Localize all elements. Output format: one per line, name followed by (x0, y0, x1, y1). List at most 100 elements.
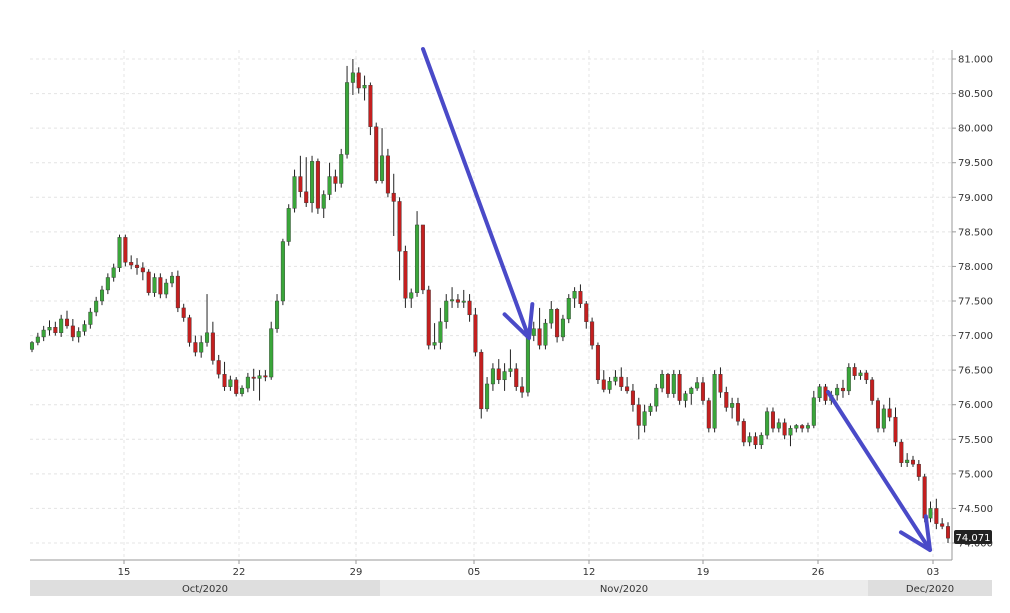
candle-body (111, 267, 116, 278)
candle-body (776, 422, 781, 429)
y-tick-label: 77.500 (958, 297, 993, 308)
candle-body (240, 387, 245, 394)
candle-body (275, 300, 280, 329)
candle-body (858, 372, 863, 376)
candle-body (193, 342, 198, 353)
candle-body (578, 291, 583, 304)
candle-body (590, 321, 595, 346)
last-price-label: 74.071 (956, 533, 991, 544)
candle-body (129, 262, 134, 266)
candle-body (397, 201, 402, 252)
trend-arrow-shaft (826, 390, 932, 552)
x-tick-label: 26 (812, 567, 825, 578)
candle-body (560, 318, 565, 338)
candle-body (362, 85, 367, 89)
candle-body (455, 299, 460, 303)
candle-body (245, 376, 250, 389)
x-axis-ticks: 15 22 29 05 12 19 26 03 (118, 560, 940, 578)
x-tick-label: 03 (927, 567, 940, 578)
y-tick-label: 80.500 (958, 89, 993, 100)
candle-body (910, 459, 916, 465)
month-bar: Oct/2020 Nov/2020 Dec/2020 (30, 580, 992, 596)
candle-body (321, 194, 326, 209)
candle-body (852, 367, 857, 376)
candle-body (444, 300, 449, 322)
candle-body (105, 277, 110, 291)
candle-body (391, 192, 396, 202)
candle-body (747, 436, 752, 443)
candle-body (339, 154, 344, 184)
candle-body (158, 277, 163, 295)
candle-body (887, 408, 892, 418)
candle-body (222, 374, 227, 387)
candle-body (677, 374, 682, 401)
candle-body (152, 277, 157, 293)
candle-body (630, 390, 635, 405)
candle-body (735, 403, 740, 422)
candle-body (619, 376, 624, 387)
candle-body (642, 411, 647, 426)
candle-body (555, 309, 560, 338)
y-tick-label: 80.000 (958, 124, 993, 135)
candle-body (706, 400, 711, 429)
y-tick-label: 75.000 (958, 469, 993, 480)
candle-body (181, 307, 186, 318)
candle-body (712, 374, 717, 429)
y-tick-label: 78.500 (958, 227, 993, 238)
candle-body (210, 332, 215, 361)
candle-body (385, 155, 390, 194)
candle-body (905, 459, 910, 463)
candle-body (280, 241, 285, 302)
candle-body (870, 379, 875, 401)
candle-body (228, 379, 233, 387)
candle-body (356, 72, 361, 89)
candle-body (625, 386, 630, 392)
candle-body (753, 436, 758, 446)
month-segment (30, 580, 380, 596)
candle-body (601, 379, 606, 390)
candle-body (175, 275, 180, 309)
candle-body (566, 298, 571, 320)
candle-body (811, 397, 816, 426)
candle-body (537, 328, 542, 346)
candle-body (29, 342, 35, 350)
candle-body (846, 367, 851, 392)
candle-body (164, 282, 169, 295)
candle-body (64, 318, 70, 327)
candle-body (47, 327, 52, 331)
candle-body (117, 237, 122, 269)
y-tick-label: 77.000 (958, 331, 993, 342)
candle-body (724, 392, 729, 408)
candle-body (70, 325, 75, 338)
candle-body (374, 126, 379, 181)
x-tick-label: 15 (118, 567, 131, 578)
candle-body (432, 342, 437, 346)
candle-body (759, 434, 764, 446)
candle-body (409, 292, 414, 299)
candle-body (420, 224, 425, 291)
trend-arrow-head (898, 514, 932, 552)
candle-body (403, 251, 408, 299)
candle-body (700, 382, 705, 401)
candle-body (549, 309, 554, 324)
y-axis-ticks: 81.000 80.500 80.000 79.500 79.000 78.500 78.0… (952, 55, 993, 550)
candle-body (502, 371, 507, 381)
candle-body (607, 381, 612, 390)
candle-body (123, 237, 128, 263)
y-tick-label: 79.500 (958, 158, 993, 169)
candle-body (543, 322, 548, 346)
candle-body (216, 360, 221, 375)
x-tick-label: 19 (697, 567, 710, 578)
candle-body (438, 321, 443, 343)
candle-body (730, 403, 735, 408)
candle-body (490, 368, 495, 385)
candle-body (146, 271, 151, 293)
gridlines (30, 50, 952, 560)
candle-body (59, 318, 64, 334)
y-tick-label: 74.500 (958, 504, 993, 515)
candle-body (88, 311, 93, 325)
candle-body (514, 368, 519, 387)
candle-body (450, 299, 455, 302)
